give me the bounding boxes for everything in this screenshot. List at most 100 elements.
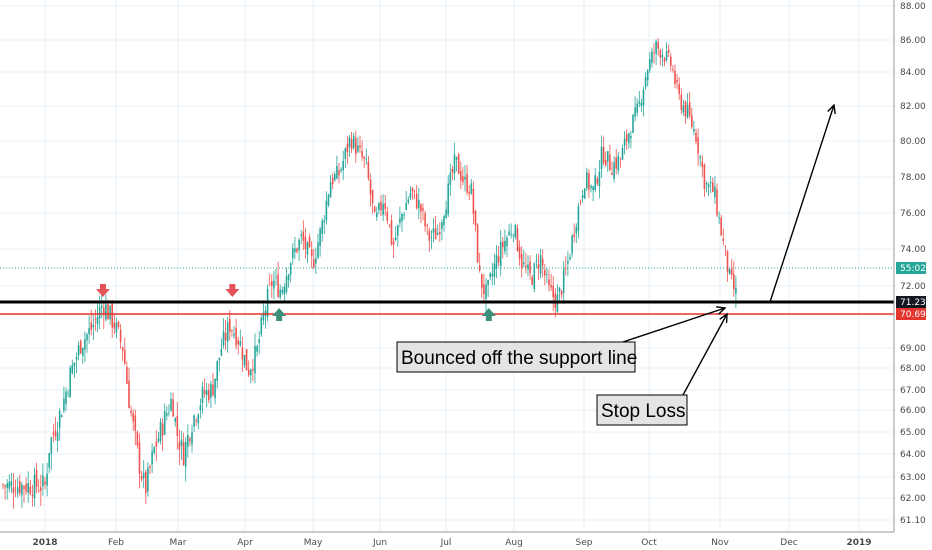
buy-arrow-icon (272, 308, 287, 321)
candle-body (289, 263, 292, 275)
candle-body (277, 274, 279, 297)
candle-body (94, 318, 97, 320)
candle-body (539, 255, 542, 274)
price-label: 55:02 (900, 264, 926, 274)
candle-body (378, 203, 380, 210)
candle-body (317, 242, 319, 258)
candle-body (128, 380, 130, 408)
candle-body (598, 171, 601, 187)
y-tick-label: 64.00 (900, 450, 926, 460)
candle-body (71, 365, 74, 374)
candle-body (460, 171, 462, 181)
candle-body (77, 345, 80, 356)
candle-body (6, 483, 8, 488)
candle-body (157, 438, 160, 442)
candle-body (373, 206, 376, 213)
candle-body (609, 154, 611, 170)
candle-body (109, 305, 111, 320)
candle-body (649, 59, 651, 71)
candle-body (247, 369, 250, 376)
candle-body (75, 357, 78, 360)
candle-body (48, 453, 50, 468)
candle-body (245, 349, 248, 371)
candle-body (25, 483, 27, 492)
candle-body (432, 228, 435, 233)
candle-body (472, 188, 475, 215)
candle-body (596, 178, 599, 184)
y-tick-label: 67.00 (900, 386, 926, 396)
candle-body (96, 316, 99, 325)
candle-body (340, 169, 342, 171)
candle-body (220, 348, 223, 356)
candle-body (401, 213, 403, 222)
candle-body (640, 102, 643, 107)
candle-body (231, 330, 233, 332)
candle-body (168, 412, 170, 414)
candle-body (445, 209, 447, 219)
annotation-support-text: Bounced off the support line (401, 348, 637, 369)
candle-body (8, 481, 11, 489)
candle-body (701, 161, 704, 168)
candle-body (642, 89, 645, 106)
candle-body (392, 241, 395, 246)
candle-body (376, 212, 378, 218)
candle-body (369, 179, 372, 195)
candle-body (308, 237, 311, 248)
candle-body (720, 217, 722, 236)
annotation-support: Bounced off the support line (396, 341, 637, 373)
candle-body (63, 398, 65, 411)
candle-body (208, 390, 210, 401)
y-tick-label: 61.10 (900, 516, 926, 526)
candle-body (535, 260, 538, 262)
candle-body (607, 151, 609, 162)
candle-body (453, 154, 456, 174)
candle-body (684, 101, 687, 117)
candle-body (588, 173, 590, 190)
candle-body (285, 276, 288, 292)
candle-body (319, 228, 321, 246)
candle-body (667, 49, 670, 53)
candle-body (323, 220, 326, 223)
candle-body (352, 136, 355, 149)
x-tick-label: Feb (108, 538, 124, 548)
x-tick-label: 2019 (846, 538, 871, 548)
candle-body (145, 471, 147, 493)
candle-body (159, 421, 162, 441)
candle-body (115, 322, 118, 333)
candle-body (258, 339, 260, 344)
candle-body (592, 186, 594, 191)
candle-body (581, 195, 584, 198)
candle-body (646, 70, 649, 81)
candle-body (413, 190, 416, 192)
candle-body (283, 286, 286, 295)
candle-body (613, 162, 615, 179)
candle-body (411, 188, 414, 192)
candle-body (327, 194, 330, 205)
candle-body (439, 232, 441, 234)
candle-body (676, 79, 678, 83)
candle-body (256, 346, 258, 352)
candle-body (50, 437, 53, 454)
candle-body (121, 347, 124, 351)
candle-body (506, 237, 508, 247)
candle-body (493, 263, 496, 277)
candle-body (287, 274, 290, 280)
price-axis[interactable]: 88.00 86.00 84.00 82.00 80.00 78.00 76.00 74.00… (893, 0, 926, 532)
time-axis[interactable]: 2018 Feb Mar Apr May Jun Jul Aug Sep Oct Nov Dec 201… (0, 531, 894, 548)
x-tick-label: Aug (505, 538, 523, 548)
y-tick-label: 82.00 (900, 102, 926, 112)
candle-body (394, 237, 397, 240)
candle-body (107, 304, 109, 320)
candle-body (487, 279, 489, 285)
candle-body (271, 281, 273, 286)
candle-body (92, 324, 95, 328)
price-label: 70.69 (900, 310, 926, 320)
candle-body (407, 199, 410, 203)
candle-body (2, 484, 4, 486)
candle-body (628, 133, 630, 144)
candle-body (565, 268, 567, 270)
x-tick-label: 2018 (32, 538, 57, 548)
candle-body (136, 431, 139, 446)
candle-body (205, 389, 208, 396)
